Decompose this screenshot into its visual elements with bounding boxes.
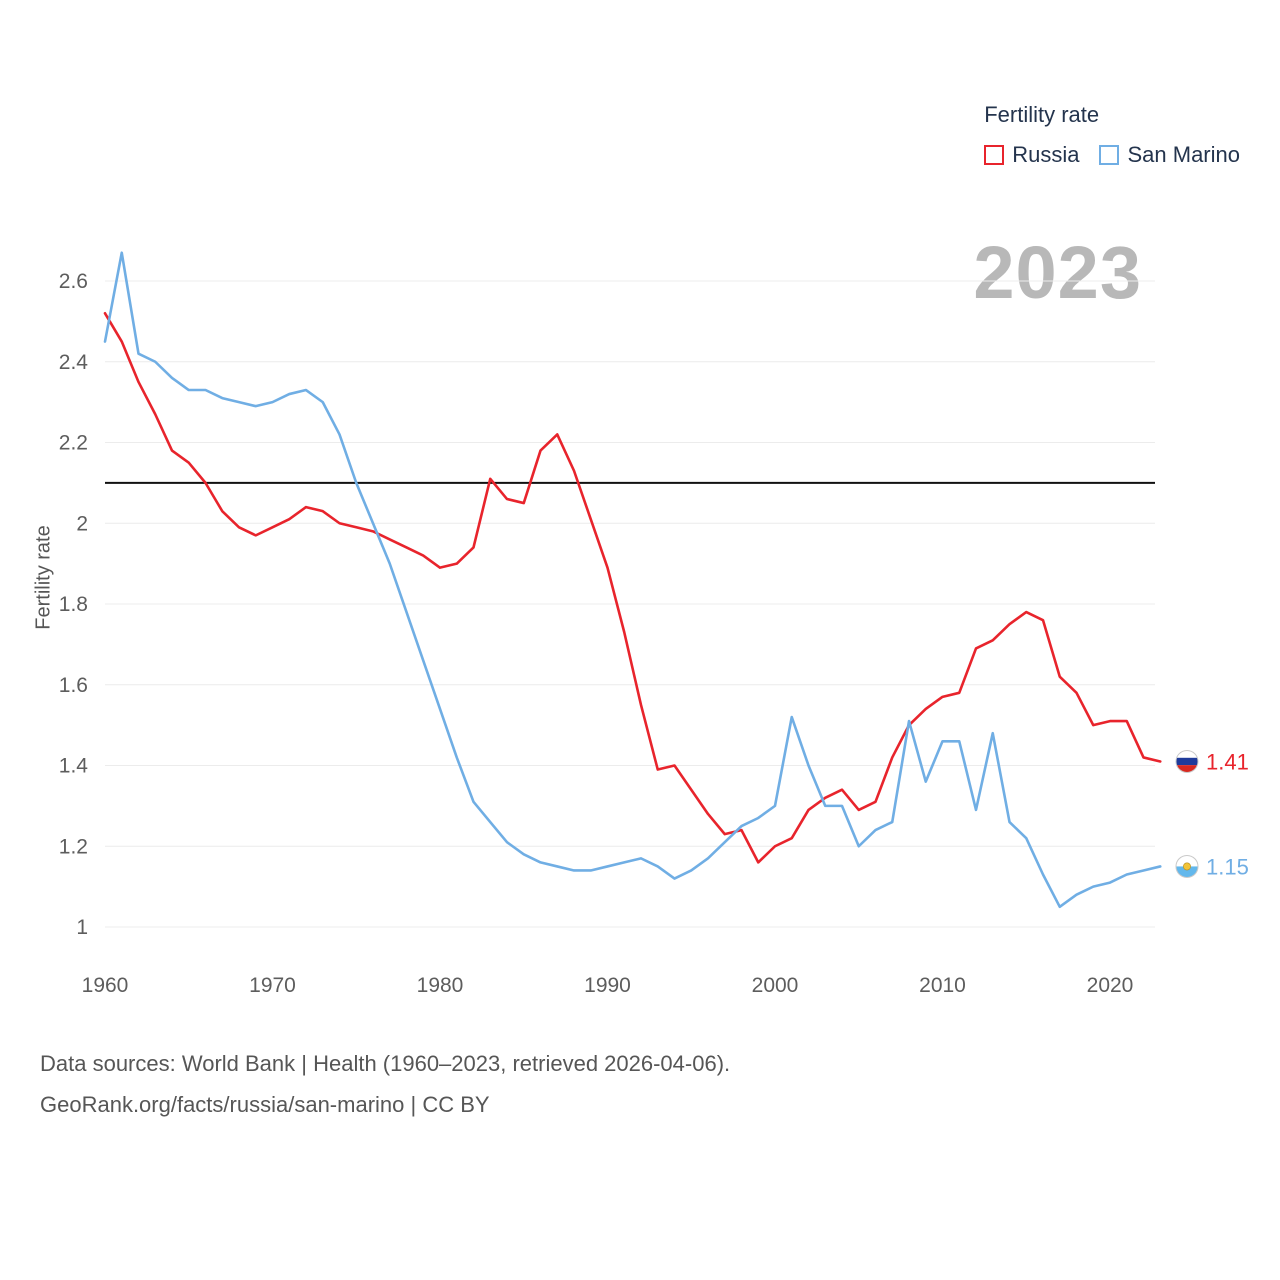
data-sources-text: Data sources: World Bank | Health (1960–… [40,1051,731,1076]
fertility-chart-svg: 1 1.2 1.4 1.6 1.8 2 2.2 2.4 2.6 1960 1970 1980 1990 2… [59,251,1249,997]
legend-label-san-marino: San Marino [1127,142,1240,167]
chart-legend: Fertility rate Russia San Marino [984,102,1240,168]
san-marino-series-swatch-icon [1099,145,1120,165]
svg-text:1.6: 1.6 [59,674,88,697]
svg-text:2.2: 2.2 [59,432,88,455]
svg-text:1.2: 1.2 [59,835,88,858]
svg-text:1980: 1980 [417,974,464,997]
russia-flag-icon [1176,750,1198,773]
svg-text:1.4: 1.4 [59,755,89,778]
svg-text:1.8: 1.8 [59,593,88,616]
svg-text:1970: 1970 [249,974,296,997]
russia-series-swatch-icon [984,145,1005,165]
legend-item-russia: Russia [984,142,1079,168]
svg-text:2: 2 [76,512,88,535]
fertility-chart: 1 1.2 1.4 1.6 1.8 2 2.2 2.4 2.6 1960 1970 1980 1990 2… [59,251,1249,997]
svg-text:2010: 2010 [919,974,966,997]
chart-footer: Data sources: World Bank | Health (1960–… [40,1044,730,1125]
legend-item-san-marino: San Marino [1099,142,1240,168]
legend-items: Russia San Marino [984,142,1240,168]
svg-text:1: 1 [76,916,88,939]
year-watermark: 2023 [973,231,1142,314]
svg-text:1.41: 1.41 [1206,749,1249,774]
legend-label-russia: Russia [1012,142,1080,167]
svg-text:1990: 1990 [584,974,631,997]
svg-text:1960: 1960 [82,974,129,997]
legend-title: Fertility rate [984,102,1100,127]
svg-text:1.15: 1.15 [1206,854,1249,879]
svg-text:2020: 2020 [1087,974,1134,997]
svg-text:2000: 2000 [752,974,799,997]
san-marino-flag-icon [1176,855,1198,878]
svg-text:2.4: 2.4 [59,351,89,374]
attribution-text: GeoRank.org/facts/russia/san-marino | CC… [40,1091,490,1117]
svg-text:2.6: 2.6 [59,270,88,293]
